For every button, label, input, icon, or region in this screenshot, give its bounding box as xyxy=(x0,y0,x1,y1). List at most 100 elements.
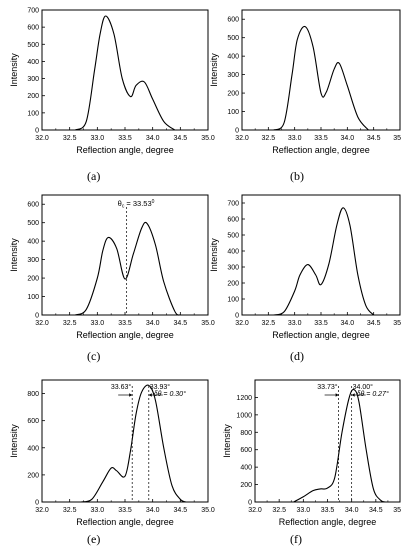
x-tick-label: 32.5 xyxy=(63,135,77,142)
y-tick-label: 0 xyxy=(35,313,39,320)
x-tick-label: 33.0 xyxy=(288,320,302,327)
arrow-left-head xyxy=(335,393,339,397)
x-tick-label: 32.0 xyxy=(235,135,249,142)
series-line-0 xyxy=(273,25,369,131)
y-axis-label: Intensity xyxy=(222,424,232,458)
x-tick-label: 35.0 xyxy=(201,320,215,327)
x-tick-label: 32.0 xyxy=(35,507,49,514)
y-tick-label: 200 xyxy=(240,482,252,489)
plot-frame xyxy=(241,9,401,131)
y-tick-label: 300 xyxy=(27,76,39,83)
x-tick-label: 34.0 xyxy=(341,320,355,327)
y-tick-label: 200 xyxy=(27,93,39,100)
panel-label-b: (b) xyxy=(290,169,304,183)
panel-label-c: (c) xyxy=(87,349,101,363)
series-line-0 xyxy=(80,384,187,503)
y-tick-label: 500 xyxy=(27,42,39,49)
y-tick-label: 400 xyxy=(227,249,239,256)
x-axis-label: Reflection angle, degree xyxy=(76,145,174,155)
x-tick-label: 33.5 xyxy=(314,135,328,142)
y-tick-label: 0 xyxy=(248,500,252,507)
x-tick-label: 33.0 xyxy=(297,507,311,514)
y-tick-label: 600 xyxy=(27,202,39,209)
series-line-0 xyxy=(74,15,176,131)
critical-angle-annotation: θc = 33.530 xyxy=(118,199,155,210)
y-tick-label: 0 xyxy=(35,500,39,507)
x-tick-label: 34.5 xyxy=(174,135,188,142)
x-tick-label: 32.5 xyxy=(262,320,276,327)
x-tick-label: 35.0 xyxy=(201,135,215,142)
plot-frame xyxy=(41,9,209,131)
y-tick-label: 200 xyxy=(227,91,239,98)
chart-panel-4: 32.0 32.5 33.0 33.5 34.0 34.5 35.0 0 200 400 600 80… xyxy=(9,379,215,527)
x-tick-label: 34.0 xyxy=(146,507,160,514)
chart-panel-2: 32.0 32.5 33.0 33.5 34.0 34.5 35.0 0 100 200 300 40… xyxy=(9,194,215,340)
y-tick-label: 700 xyxy=(227,201,239,208)
x-tick-label: 35.0 xyxy=(393,135,401,142)
x-tick-label: 34.5 xyxy=(367,320,381,327)
x-tick-label: 33.0 xyxy=(91,320,105,327)
y-tick-label: 400 xyxy=(27,239,39,246)
y-tick-label: 400 xyxy=(240,465,252,472)
x-tick-label: 33.5 xyxy=(118,320,132,327)
y-tick-label: 400 xyxy=(27,445,39,452)
y-tick-label: 500 xyxy=(227,35,239,42)
x-tick-label: 34.0 xyxy=(146,320,160,327)
y-tick-label: 100 xyxy=(227,297,239,304)
y-tick-label: 800 xyxy=(27,391,39,398)
x-tick-label: 33.0 xyxy=(288,135,302,142)
x-axis-label: Reflection angle, degree xyxy=(272,330,370,340)
x-tick-label: 32.0 xyxy=(35,135,49,142)
plot-frame xyxy=(241,194,401,316)
panel-label-f: (f) xyxy=(290,532,302,546)
chart-panel-1: 32.0 32.5 33.0 33.5 34.0 34.5 35.0 0 100 200 300 40… xyxy=(209,9,401,155)
series-line-0 xyxy=(273,207,375,316)
x-axis-label: Reflection angle, degree xyxy=(279,517,377,527)
x-tick-label: 34.0 xyxy=(345,507,359,514)
x-tick-label: 32.5 xyxy=(63,320,77,327)
y-tick-label: 100 xyxy=(27,294,39,301)
x-tick-label: 32.5 xyxy=(272,507,286,514)
y-tick-label: 200 xyxy=(227,281,239,288)
y-tick-label: 1200 xyxy=(236,395,252,402)
y-tick-label: 600 xyxy=(240,447,252,454)
x-axis-label: Reflection angle, degree xyxy=(76,330,174,340)
x-axis-label: Reflection angle, degree xyxy=(272,145,370,155)
delta-theta-label: δθ = 0.27° xyxy=(357,390,389,398)
x-tick-label: 32.5 xyxy=(262,135,276,142)
y-tick-label: 500 xyxy=(227,233,239,240)
y-axis-label: Intensity xyxy=(209,238,219,272)
y-axis-label: Intensity xyxy=(9,53,19,87)
y-tick-label: 300 xyxy=(227,72,239,79)
x-tick-label: 33.0 xyxy=(91,507,105,514)
y-tick-label: 0 xyxy=(35,128,39,135)
x-tick-label: 33.5 xyxy=(118,507,132,514)
y-axis-label: Intensity xyxy=(209,53,219,87)
peak-label-2: 33.93° xyxy=(150,383,171,391)
x-axis-label: Reflection angle, degree xyxy=(76,517,174,527)
plot-frame xyxy=(41,194,209,316)
x-tick-label: 33.5 xyxy=(321,507,335,514)
peak-label-1: 33.63° xyxy=(111,383,132,391)
x-tick-label: 34.5 xyxy=(174,320,188,327)
chart-panel-0: 32.0 32.5 33.0 33.5 34.0 34.5 35.0 0 100 200 300 40… xyxy=(9,8,215,156)
panel-label-a: (a) xyxy=(87,169,101,183)
series-line-0 xyxy=(74,221,181,316)
plot-frame xyxy=(41,379,209,503)
x-tick-label: 32.0 xyxy=(35,320,49,327)
x-tick-label: 32.5 xyxy=(63,507,77,514)
y-tick-label: 0 xyxy=(235,313,239,320)
x-tick-label: 35.0 xyxy=(393,507,401,514)
y-tick-label: 600 xyxy=(227,217,239,224)
x-tick-label: 34.5 xyxy=(369,507,383,514)
y-tick-label: 200 xyxy=(27,276,39,283)
x-tick-label: 35.0 xyxy=(393,320,401,327)
y-tick-label: 100 xyxy=(27,110,39,117)
y-axis-label: Intensity xyxy=(9,238,19,272)
arrow-left-head xyxy=(129,393,133,397)
y-tick-label: 400 xyxy=(227,54,239,61)
peak-label-2: 34.00° xyxy=(353,383,374,391)
y-tick-label: 100 xyxy=(227,109,239,116)
